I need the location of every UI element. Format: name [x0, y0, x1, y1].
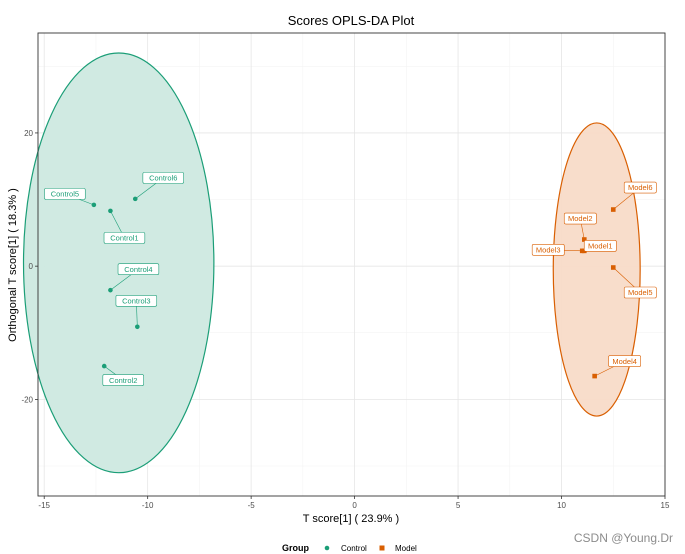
x-tick-label: 5	[456, 501, 461, 510]
legend-title: Group	[282, 543, 309, 553]
label-control2: Control2	[109, 376, 137, 385]
label-box-control6	[142, 172, 184, 184]
x-tick-label: 10	[557, 501, 566, 510]
ellipse-control	[22, 52, 215, 474]
point-control4	[108, 287, 113, 293]
y-axis-title: Orthogonal T score[1] ( 18.3% )	[7, 188, 19, 342]
y-axis-ticks: -20 0 20	[21, 129, 38, 404]
chart-title: Scores OPLS-DA Plot	[288, 13, 415, 28]
point-labels: Control1 Control2 Control3 Control4 Control5…	[44, 172, 657, 386]
point-model5	[610, 265, 616, 270]
y-tick-label: -20	[21, 395, 33, 404]
label-box-model3	[531, 244, 565, 256]
label-model4: Model4	[612, 357, 637, 366]
label-control3: Control3	[122, 296, 150, 305]
label-model1: Model1	[588, 242, 613, 251]
y-tick-label: 20	[24, 129, 33, 138]
x-tick-label: -15	[38, 501, 50, 510]
point-control6	[132, 196, 138, 202]
ellipse-model	[552, 122, 641, 417]
x-tick-label: -10	[142, 501, 154, 510]
label-model3: Model3	[536, 246, 561, 255]
point-control5	[91, 202, 97, 208]
label-control1: Control1	[110, 234, 138, 243]
point-control3	[135, 324, 140, 330]
label-control6: Control6	[149, 174, 177, 183]
x-tick-label: 0	[352, 501, 357, 510]
point-control1	[108, 208, 113, 214]
watermark-text: CSDN @Young.Dr	[574, 531, 673, 545]
label-model6: Model6	[628, 183, 653, 192]
label-model5: Model5	[628, 288, 653, 297]
legend-model-label: Model	[395, 544, 417, 553]
label-box-control1	[103, 232, 146, 244]
label-box-control2	[102, 374, 144, 386]
legend: Group Control Model	[282, 543, 417, 553]
point-control2	[101, 363, 107, 369]
y-tick-label: 0	[29, 262, 34, 271]
label-box-model4	[608, 355, 641, 367]
x-tick-label: -5	[248, 501, 256, 510]
label-box-model1	[583, 240, 617, 252]
label-box-control5	[44, 188, 86, 200]
legend-control-marker	[324, 545, 330, 551]
point-model2	[581, 237, 587, 242]
point-model4	[592, 373, 597, 379]
label-control4: Control4	[124, 265, 152, 274]
label-box-model5	[623, 286, 657, 299]
label-control5: Control5	[51, 190, 79, 199]
label-box-model2	[563, 212, 597, 225]
label-box-control4	[117, 263, 160, 275]
label-box-control3	[115, 294, 158, 307]
x-axis-title: T score[1] ( 23.9% )	[303, 513, 399, 525]
x-tick-label: 15	[661, 501, 670, 510]
label-box-model6	[623, 181, 657, 194]
label-model2: Model2	[568, 214, 593, 223]
x-axis-ticks: -15 -10 -5 0 5 10 15	[38, 496, 670, 510]
point-model6	[610, 207, 616, 212]
confidence-ellipses	[22, 52, 641, 474]
legend-model-marker	[379, 545, 385, 551]
plot-panel-border	[37, 32, 666, 497]
point-model3	[579, 248, 585, 254]
legend-control-label: Control	[341, 544, 367, 553]
